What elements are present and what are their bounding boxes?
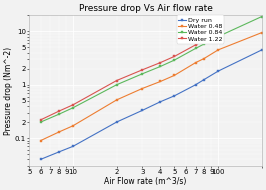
- Water 0.84: [57, 113, 60, 115]
- Dry run: [159, 101, 162, 103]
- Water 1.22: [173, 55, 176, 58]
- Dry run: [115, 121, 118, 123]
- Water 1.22: [57, 110, 60, 112]
- Dry run: [217, 70, 220, 72]
- Y-axis label: Pressure drop (Nm^-2): Pressure drop (Nm^-2): [4, 47, 13, 135]
- Water 0.84: [217, 35, 220, 38]
- Water 1.22: [217, 31, 220, 34]
- Dry run: [202, 78, 206, 81]
- Water 0.84: [141, 73, 144, 75]
- Water 0.48: [159, 80, 162, 83]
- Dry run: [194, 84, 197, 86]
- Water 0.48: [173, 74, 176, 77]
- Water 0.84: [159, 65, 162, 68]
- Water 0.84: [202, 43, 206, 45]
- Water 0.48: [194, 61, 197, 64]
- Legend: Dry run, Water 0.48, Water 0.84, Water 1.22: Dry run, Water 0.48, Water 0.84, Water 1…: [177, 15, 224, 44]
- Water 0.48: [141, 87, 144, 90]
- Water 0.48: [260, 31, 263, 34]
- Water 0.48: [217, 49, 220, 51]
- Dry run: [39, 158, 42, 160]
- Water 0.84: [194, 47, 197, 50]
- Water 0.84: [173, 59, 176, 61]
- Dry run: [260, 49, 263, 51]
- Line: Water 0.84: Water 0.84: [39, 15, 263, 124]
- Line: Water 0.48: Water 0.48: [39, 31, 263, 142]
- Line: Water 1.22: Water 1.22: [39, 31, 219, 121]
- Water 0.48: [71, 125, 74, 127]
- Water 1.22: [115, 79, 118, 82]
- Water 0.48: [202, 57, 206, 60]
- Dry run: [57, 151, 60, 153]
- Water 1.22: [159, 61, 162, 64]
- Water 0.84: [71, 107, 74, 109]
- Dry run: [173, 95, 176, 97]
- Water 1.22: [39, 119, 42, 121]
- Title: Pressure drop Vs Air flow rate: Pressure drop Vs Air flow rate: [79, 4, 213, 13]
- Water 1.22: [202, 39, 206, 41]
- Dry run: [141, 109, 144, 112]
- Water 0.84: [260, 15, 263, 18]
- Water 0.84: [115, 84, 118, 86]
- Water 1.22: [141, 69, 144, 71]
- Water 0.84: [39, 121, 42, 123]
- Water 1.22: [194, 44, 197, 46]
- Line: Dry run: Dry run: [39, 48, 263, 161]
- Water 0.48: [115, 99, 118, 101]
- X-axis label: Air Flow rate (m^3/s): Air Flow rate (m^3/s): [104, 177, 187, 186]
- Water 1.22: [71, 104, 74, 106]
- Water 0.48: [39, 139, 42, 142]
- Dry run: [71, 145, 74, 147]
- Water 0.48: [57, 131, 60, 133]
